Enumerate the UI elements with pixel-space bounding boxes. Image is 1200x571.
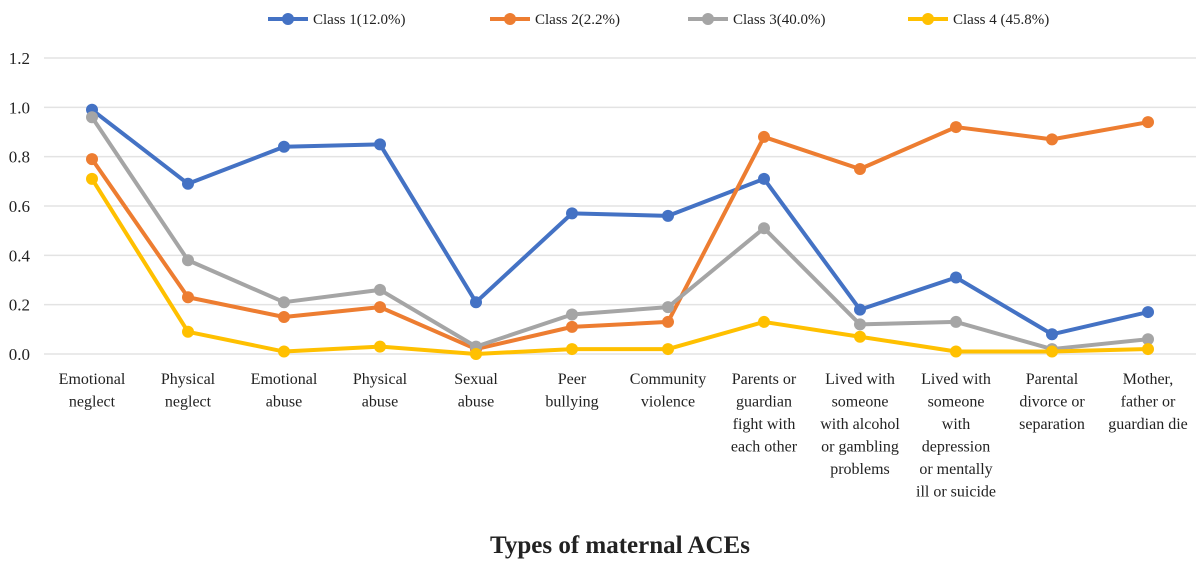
x-axis-title: Types of maternal ACEs: [490, 532, 750, 559]
data-point: [758, 130, 770, 143]
data-point: [566, 207, 578, 220]
data-point: [182, 254, 194, 267]
x-axis-categories: Emotional neglect Physical neglect Emotional…: [59, 371, 1188, 501]
data-point: [758, 315, 770, 328]
data-point: [1046, 345, 1058, 358]
series-class-4-45-8-: [86, 172, 1154, 360]
legend-marker: [702, 13, 714, 25]
y-tick-label: 0.8: [9, 148, 30, 167]
legend-marker: [282, 13, 294, 25]
data-point: [470, 296, 482, 309]
data-point: [662, 209, 674, 222]
gridlines: [44, 57, 1196, 355]
data-point: [278, 311, 290, 323]
data-point: [662, 343, 674, 356]
data-point: [1142, 333, 1154, 346]
series-class-1-12-0-: [86, 103, 1154, 341]
data-point: [86, 153, 98, 166]
data-point: [1142, 343, 1154, 356]
data-point: [1142, 306, 1154, 319]
legend-label: Class 4 (45.8%): [953, 12, 1049, 28]
data-point: [950, 271, 962, 284]
legend-label: Class 3(40.0%): [733, 12, 826, 28]
y-tick-label: 1.0: [9, 98, 30, 117]
legend-marker: [922, 13, 934, 25]
data-point: [566, 308, 578, 321]
data-point: [758, 172, 770, 185]
x-category-label: Lived with someone with alcohol or gambling…: [820, 371, 900, 478]
data-point: [86, 172, 98, 185]
data-point: [662, 315, 674, 328]
legend-label: Class 2(2.2%): [535, 12, 620, 28]
data-point: [278, 345, 290, 358]
x-category-label: Emotional abuse: [251, 371, 318, 411]
data-point: [854, 163, 866, 175]
x-category-label: Physical abuse: [353, 371, 408, 411]
data-point: [1142, 116, 1154, 129]
data-point: [566, 320, 578, 333]
data-point: [566, 343, 578, 356]
series-class-3-40-0-: [86, 111, 1154, 356]
data-point: [854, 330, 866, 343]
data-point: [374, 283, 386, 296]
data-point: [854, 303, 866, 316]
data-point: [374, 340, 386, 353]
y-tick-label: 0.6: [9, 197, 30, 216]
data-point: [374, 138, 386, 151]
data-point: [470, 348, 482, 360]
series-line: [90, 177, 1149, 356]
x-category-label: Mother, father or guardian die: [1108, 371, 1188, 433]
data-point: [950, 121, 962, 134]
x-category-label: Physical neglect: [161, 371, 216, 411]
data-point: [1046, 328, 1058, 341]
legend-item: Class 3(40.0%): [688, 12, 826, 28]
x-category-label: Emotional neglect: [59, 371, 126, 411]
series-lines: [86, 103, 1154, 360]
legend-item: Class 1(12.0%): [268, 12, 406, 28]
data-point: [1046, 133, 1058, 146]
data-point: [854, 318, 866, 331]
data-point: [278, 140, 290, 153]
legend-item: Class 4 (45.8%): [908, 12, 1049, 28]
data-point: [182, 325, 194, 338]
x-category-label: Lived with someone with depression or mental…: [916, 371, 996, 501]
series-line: [90, 108, 1149, 337]
legend-label: Class 1(12.0%): [313, 12, 406, 28]
series-class-2-2-2-: [86, 116, 1154, 356]
series-line: [90, 120, 1149, 352]
series-line: [90, 116, 1149, 352]
legend-marker: [504, 13, 516, 25]
y-tick-label: 1.2: [9, 49, 30, 68]
data-point: [182, 177, 194, 190]
y-tick-label: 0.0: [9, 345, 30, 364]
data-point: [950, 315, 962, 328]
y-tick-label: 0.2: [9, 296, 30, 315]
data-point: [374, 301, 386, 314]
data-point: [758, 222, 770, 235]
data-point: [662, 301, 674, 314]
data-point: [278, 296, 290, 309]
x-category-label: Parents or guardian fight with each other: [731, 371, 798, 456]
data-point: [950, 345, 962, 358]
legend-item: Class 2(2.2%): [490, 12, 620, 28]
x-category-label: Parental divorce or separation: [1019, 371, 1085, 433]
y-axis-ticks: 0.0 0.2 0.4 0.6 0.8 1.0 1.2: [9, 49, 31, 364]
legend: Class 1(12.0%) Class 2(2.2%) Class 3(40.0%…: [268, 12, 1049, 28]
data-point: [182, 291, 194, 304]
x-category-label: Community violence: [630, 371, 706, 411]
y-tick-label: 0.4: [9, 246, 31, 265]
x-category-label: Sexual abuse: [454, 371, 498, 411]
x-category-label: Peer bullying: [545, 371, 598, 411]
data-point: [86, 111, 98, 124]
